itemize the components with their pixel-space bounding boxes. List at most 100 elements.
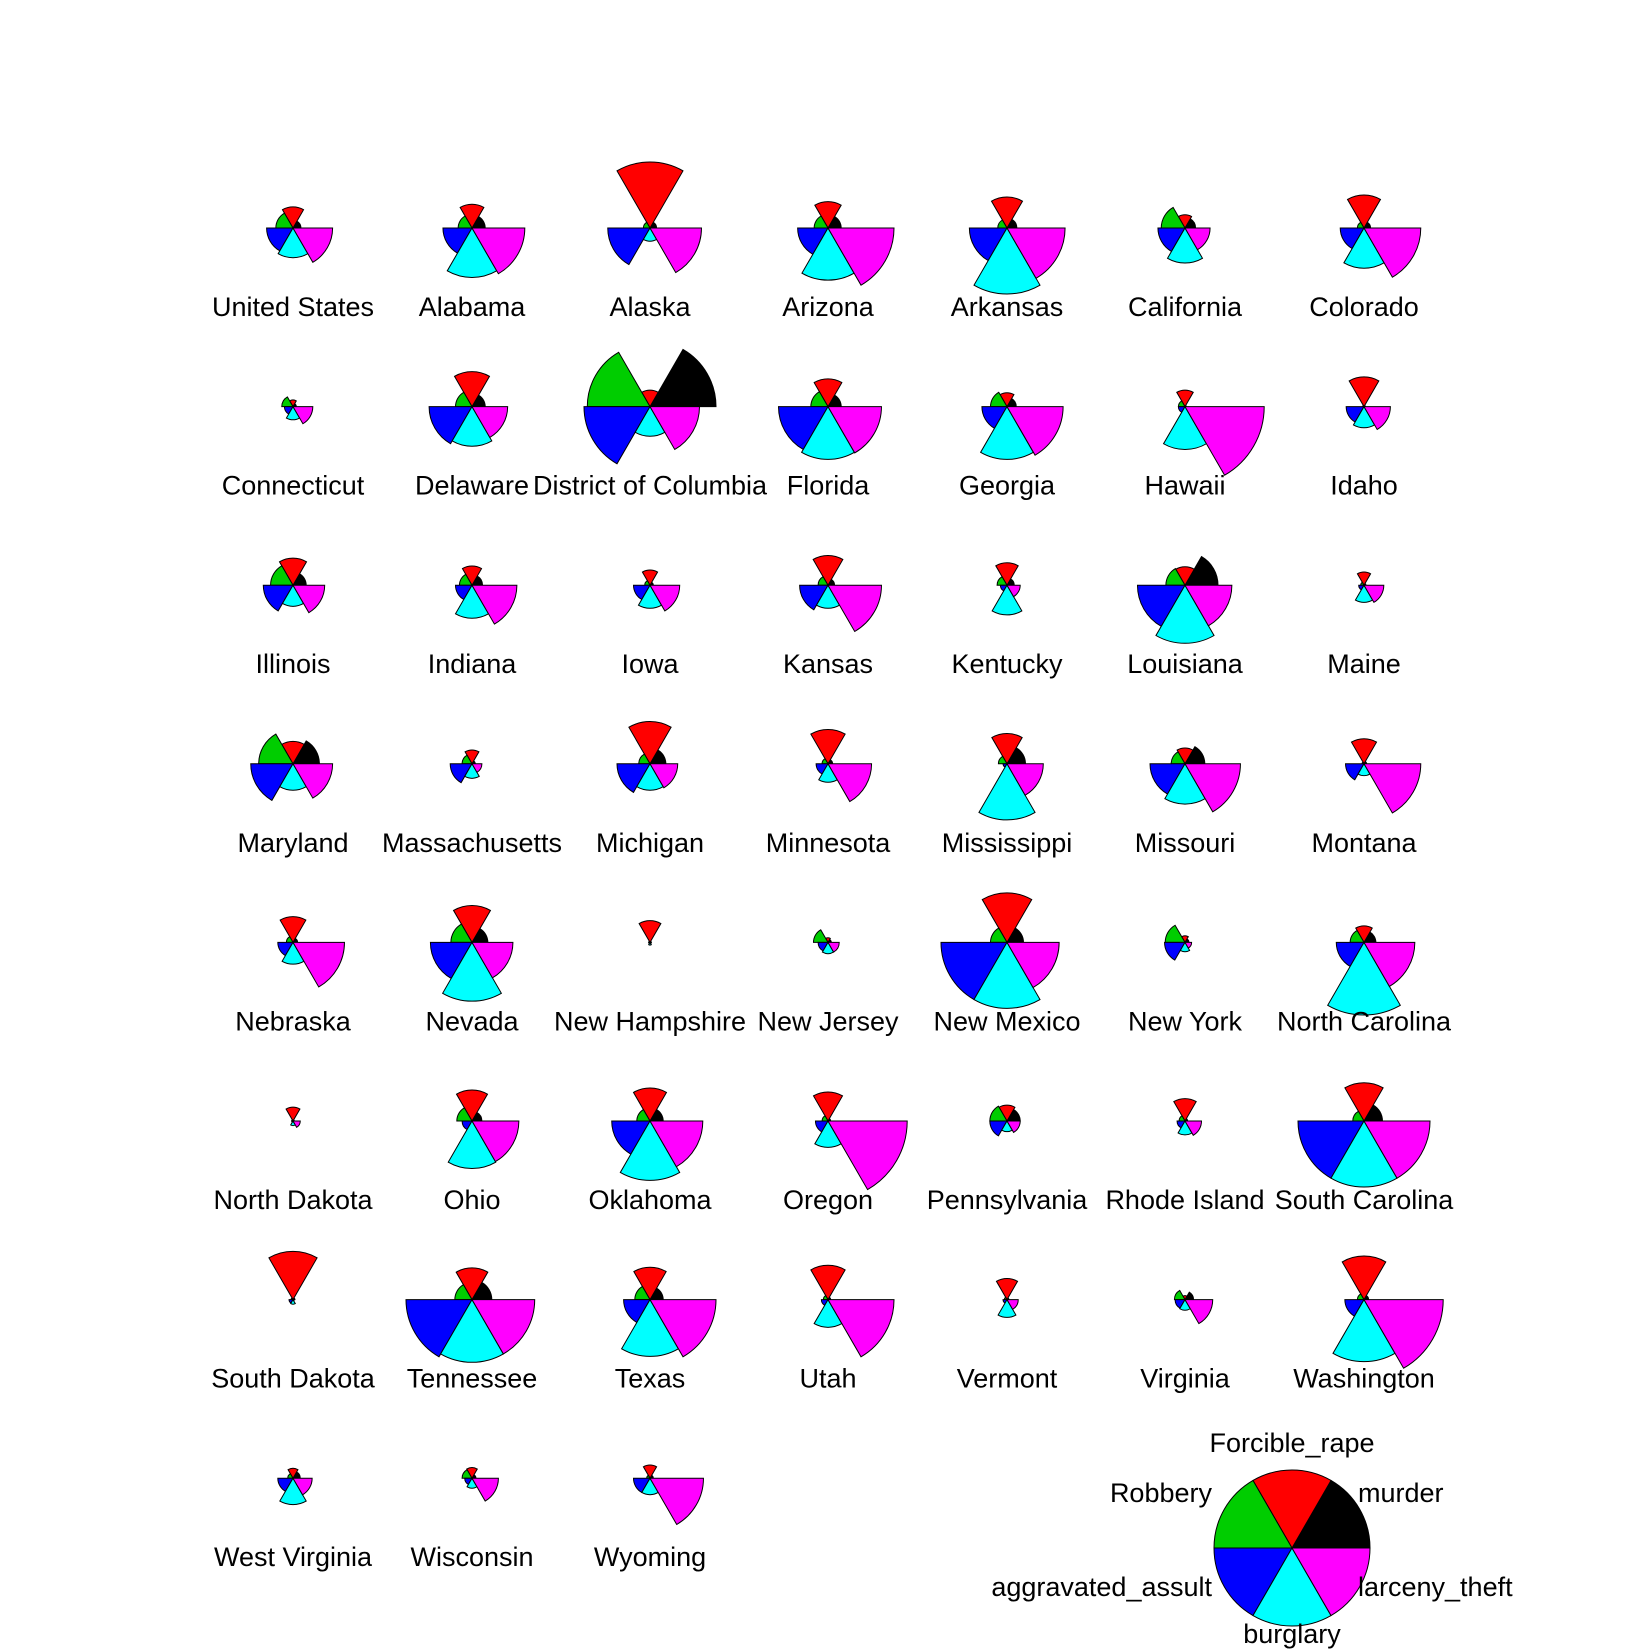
segment-forcible-rape — [814, 201, 842, 229]
segment-larceny-theft — [1363, 406, 1391, 431]
state-label: California — [1128, 292, 1243, 322]
star-georgia: Georgia — [959, 391, 1064, 501]
state-label: Louisiana — [1127, 649, 1244, 679]
segment-larceny-theft — [292, 584, 326, 614]
segment-robbery — [281, 396, 294, 408]
segment-forcible-rape — [1356, 571, 1372, 587]
state-label: New Hampshire — [554, 1006, 746, 1036]
segment-larceny-theft — [292, 1120, 301, 1128]
segment-robbery — [586, 351, 651, 408]
state-label: Hawaii — [1144, 471, 1225, 501]
segment-robbery — [1173, 1289, 1186, 1301]
segment-forcible-rape — [1341, 1255, 1387, 1301]
segment-burglary — [978, 762, 1036, 821]
state-label: Kentucky — [951, 649, 1063, 679]
star-arizona: Arizona — [782, 201, 895, 322]
state-label: New Jersey — [757, 1006, 899, 1036]
state-label: Tennessee — [407, 1364, 538, 1394]
segment-larceny-theft — [649, 763, 679, 789]
state-label: Connecticut — [222, 471, 365, 501]
segment-forcible-rape — [810, 728, 846, 765]
state-label: Virginia — [1140, 1364, 1231, 1394]
segment-larceny-theft — [1363, 1120, 1431, 1179]
segment-forcible-rape — [452, 904, 492, 944]
segment-larceny-theft — [1184, 941, 1193, 949]
legend-label-aggravated-assult: aggravated_assult — [991, 1572, 1212, 1602]
legend-segment-robbery — [1213, 1479, 1293, 1549]
star-colorado: Colorado — [1309, 194, 1422, 322]
star-wyoming: Wyoming — [594, 1464, 706, 1572]
legend-segment-forcible-rape — [1252, 1469, 1332, 1550]
segment-larceny-theft — [471, 1477, 499, 1502]
star-utah: Utah — [799, 1264, 895, 1394]
state-label: Alabama — [419, 292, 527, 322]
segment-larceny-theft — [1184, 227, 1211, 251]
state-label: Alaska — [609, 292, 691, 322]
star-minnesota: Minnesota — [766, 728, 891, 858]
segment-forcible-rape — [453, 371, 491, 408]
segment-larceny-theft — [471, 227, 526, 275]
state-label: Illinois — [255, 649, 330, 679]
segment-burglary — [290, 1298, 296, 1305]
segment-aggravated-assult — [1345, 763, 1365, 781]
segment-burglary — [1162, 405, 1208, 450]
segment-larceny-theft — [649, 584, 681, 612]
segment-forcible-rape — [285, 1106, 301, 1122]
segment-larceny-theft — [827, 406, 882, 454]
legend-label-forcible-rape: Forcible_rape — [1209, 1428, 1374, 1458]
state-label: Wisconsin — [410, 1542, 533, 1572]
state-label: West Virginia — [214, 1542, 373, 1572]
star-south-dakota: South Dakota — [211, 1250, 376, 1394]
star-virginia: Virginia — [1140, 1289, 1231, 1394]
state-glyphs: United States Alabama Alaska Arizona Arkansa… — [211, 161, 1455, 1572]
segment-aggravated-assult — [1136, 584, 1186, 628]
star-oregon: Oregon — [783, 1091, 908, 1215]
star-maryland: Maryland — [237, 733, 349, 858]
segment-larceny-theft — [1363, 584, 1385, 604]
segment-burglary — [973, 941, 1041, 1009]
segment-burglary — [619, 1120, 681, 1181]
segment-larceny-theft — [827, 227, 895, 286]
legend-segment-larceny-theft — [1291, 1547, 1371, 1617]
segment-forcible-rape — [813, 378, 843, 408]
star-ohio: Ohio — [443, 1089, 520, 1215]
segment-forcible-rape — [810, 1264, 846, 1301]
segment-burglary — [647, 941, 653, 946]
segment-larceny-theft — [471, 1120, 520, 1163]
segment-forcible-rape — [1176, 747, 1194, 765]
segment-robbery — [997, 755, 1008, 765]
star-north-carolina: North Carolina — [1277, 925, 1452, 1036]
segment-larceny-theft — [649, 227, 702, 274]
state-label: Iowa — [621, 649, 679, 679]
segment-larceny-theft — [827, 584, 882, 633]
star-new-mexico: New Mexico — [933, 892, 1081, 1036]
segment-burglary — [997, 1298, 1017, 1318]
segment-forcible-rape — [278, 557, 308, 587]
segment-larceny-theft — [1363, 227, 1422, 278]
segment-forcible-rape — [1348, 376, 1380, 408]
star-new-york: New York — [1128, 924, 1243, 1036]
state-label: Washington — [1293, 1364, 1435, 1394]
star-louisiana: Louisiana — [1127, 555, 1244, 679]
star-delaware: Delaware — [415, 371, 529, 501]
segment-forcible-rape — [455, 1089, 489, 1122]
state-label: Arkansas — [951, 292, 1064, 322]
state-label: South Carolina — [1275, 1185, 1455, 1215]
segment-burglary — [1332, 1298, 1396, 1363]
segment-larceny-theft — [1006, 584, 1021, 598]
segment-larceny-theft — [1363, 941, 1416, 988]
state-label: Oklahoma — [588, 1185, 712, 1215]
legend-label-robbery: Robbery — [1110, 1478, 1213, 1508]
segment-burglary — [447, 1120, 497, 1169]
segment-burglary — [1155, 584, 1215, 644]
segment-larceny-theft — [827, 1120, 908, 1191]
state-label: South Dakota — [211, 1364, 376, 1394]
segment-burglary — [439, 1298, 505, 1363]
star-kentucky: Kentucky — [951, 562, 1063, 679]
segment-aggravated-assult — [405, 1299, 473, 1358]
state-label: Nebraska — [235, 1006, 352, 1036]
state-label: Pennsylvania — [927, 1185, 1089, 1215]
state-label: Montana — [1311, 828, 1417, 858]
segment-forcible-rape — [1346, 194, 1382, 230]
state-label: Utah — [799, 1364, 856, 1394]
